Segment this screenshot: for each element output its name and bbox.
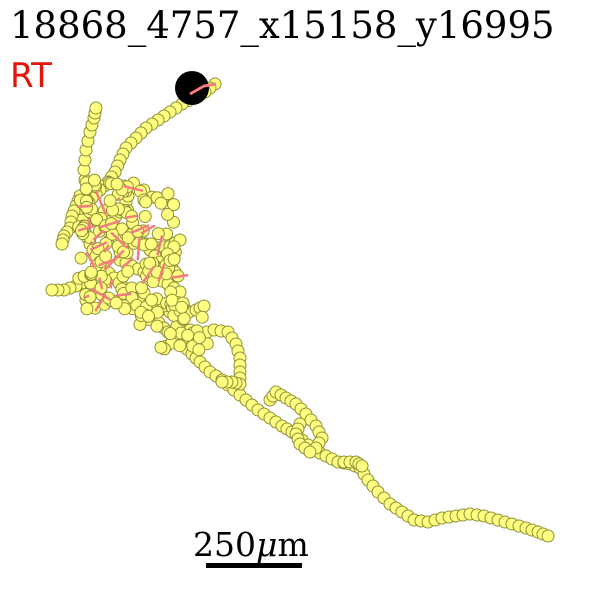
trace-node [192, 343, 206, 357]
trace-segment [129, 224, 150, 235]
trace-node [138, 210, 152, 223]
trace-node [167, 252, 181, 266]
trace-segment [156, 235, 164, 256]
trace-segment [121, 257, 134, 269]
trace-segment [83, 294, 90, 299]
trace-segment [77, 204, 92, 209]
scale-bar [206, 563, 302, 568]
scale-unit-prefix: μ [256, 525, 278, 564]
trace-node [161, 187, 175, 201]
trace-node [84, 265, 98, 279]
trace-segment [99, 220, 121, 229]
trace-segment [157, 263, 166, 282]
trace-node [154, 340, 168, 354]
trace-node [45, 283, 59, 297]
trace-node [154, 196, 168, 210]
trace-segment [125, 214, 138, 219]
trace-node [173, 339, 187, 353]
trace-nodes [45, 77, 555, 543]
trace-segment [109, 279, 114, 289]
trace-node [121, 231, 135, 245]
trace-node [74, 251, 88, 265]
trace-segment [90, 287, 112, 301]
trace-segment [77, 224, 95, 232]
trace-segment [89, 240, 95, 246]
trace-node [139, 195, 153, 209]
trace-segment [114, 292, 132, 298]
trace-node [163, 327, 177, 340]
trace-node [177, 312, 191, 325]
scale-value: 250 [193, 525, 256, 564]
trace-node [541, 529, 555, 543]
scale-unit-suffix: m [277, 525, 309, 564]
trace-segment [85, 251, 97, 269]
trace-segment [141, 265, 156, 285]
cell-tag: RT [10, 56, 52, 96]
trace-node [55, 237, 69, 251]
trace-node [88, 173, 101, 187]
cell-title: 18868_4757_x15158_y16995 [10, 4, 555, 47]
trace-segment [170, 273, 189, 280]
trace-node [121, 264, 135, 278]
trace-node [192, 331, 206, 345]
trace-segment [140, 224, 156, 235]
trace-segment [103, 244, 110, 253]
soma-connector [189, 82, 217, 96]
scale-bar-label: 250μm [193, 525, 323, 564]
soma-marker [175, 71, 209, 105]
trace-node [142, 309, 155, 323]
trace-node [109, 296, 123, 310]
trace-node [143, 256, 157, 270]
trace-segment [89, 241, 108, 252]
trace-segment [98, 277, 104, 290]
trace-segment [123, 184, 144, 193]
trace-segment [94, 190, 108, 215]
trace-node [145, 293, 159, 307]
trace-node [135, 281, 148, 295]
trace-segment [117, 197, 121, 201]
trace-node [144, 237, 158, 251]
trace-segment [110, 231, 129, 250]
trace-node [215, 375, 229, 389]
trace-node [80, 302, 94, 316]
trace-node [90, 213, 104, 226]
trace-node [195, 310, 209, 324]
trace-node [303, 445, 317, 459]
trace-node [150, 319, 164, 333]
trace-node [79, 182, 93, 196]
trace-segment [136, 237, 141, 261]
trace-node [161, 207, 175, 221]
trace-node [175, 300, 189, 314]
trace-node [197, 299, 211, 313]
trace-node [89, 101, 103, 115]
trace-segment [98, 258, 116, 267]
trace-node [355, 459, 369, 473]
trace-node [181, 328, 195, 342]
trace-node [167, 198, 181, 212]
trace-segment [92, 229, 105, 241]
trace-node [103, 194, 117, 208]
trace-node [110, 177, 124, 191]
